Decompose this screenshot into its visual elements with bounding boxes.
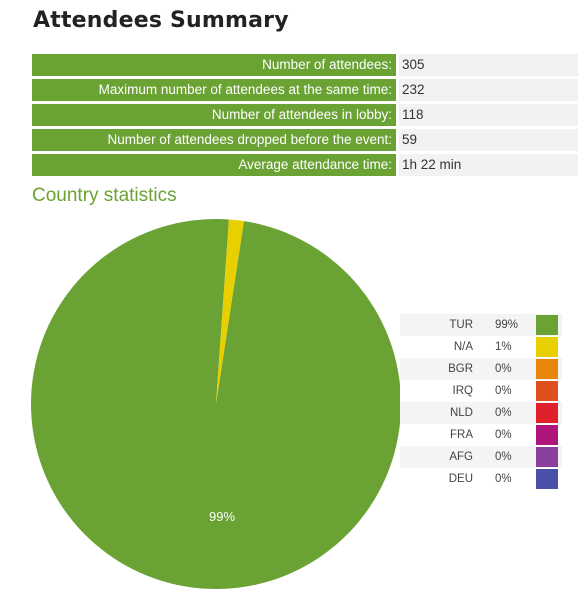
- legend-country-code: IRQ: [452, 385, 473, 397]
- legend-percent: 1%: [495, 341, 512, 353]
- summary-label: Maximum number of attendees at the same …: [32, 79, 396, 101]
- summary-label: Number of attendees dropped before the e…: [32, 129, 396, 151]
- pie-slice-label: 99%: [209, 509, 235, 524]
- country-pie-chart: 99%: [31, 219, 400, 589]
- legend-swatch: [536, 359, 558, 379]
- legend-item: DEU 0%: [400, 468, 562, 490]
- legend-item: BGR 0%: [400, 358, 562, 380]
- legend-swatch: [536, 469, 558, 489]
- pie-slice-tur: [31, 219, 400, 589]
- legend-swatch: [536, 315, 558, 335]
- page-title: Attendees Summary: [33, 8, 289, 33]
- chart-legend: TUR 99% N/A 1% BGR 0% IRQ 0% NLD 0% FRA 0% AFG 0% DEU 0…: [400, 314, 562, 490]
- legend-swatch: [536, 337, 558, 357]
- legend-country-code: DEU: [448, 473, 473, 485]
- summary-row: Number of attendees in lobby: 118: [32, 104, 578, 126]
- summary-value: 59: [399, 129, 578, 151]
- legend-item: NLD 0%: [400, 402, 562, 424]
- summary-row: Average attendance time: 1h 22 min: [32, 154, 578, 176]
- section-title: Country statistics: [32, 185, 177, 206]
- pie-slice-n-a: [216, 219, 244, 404]
- legend-swatch: [536, 425, 558, 445]
- summary-row: Number of attendees dropped before the e…: [32, 129, 578, 151]
- legend-item: TUR 99%: [400, 314, 562, 336]
- legend-percent: 0%: [495, 407, 512, 419]
- legend-country-code: FRA: [450, 429, 473, 441]
- legend-percent: 0%: [495, 451, 512, 463]
- legend-item: AFG 0%: [400, 446, 562, 468]
- legend-percent: 0%: [495, 429, 512, 441]
- summary-value: 232: [399, 79, 578, 101]
- legend-percent: 0%: [495, 385, 512, 397]
- summary-value: 118: [399, 104, 578, 126]
- legend-percent: 99%: [495, 319, 519, 331]
- summary-value: 305: [399, 54, 578, 76]
- legend-country-code: N/A: [453, 341, 473, 353]
- summary-value: 1h 22 min: [399, 154, 578, 176]
- legend-item: FRA 0%: [400, 424, 562, 446]
- legend-item: N/A 1%: [400, 336, 562, 358]
- legend-item: IRQ 0%: [400, 380, 562, 402]
- legend-country-code: AFG: [449, 451, 473, 463]
- legend-swatch: [536, 381, 558, 401]
- legend-swatch: [536, 447, 558, 467]
- summary-label: Number of attendees:: [32, 54, 396, 76]
- legend-percent: 0%: [495, 363, 512, 375]
- summary-label: Average attendance time:: [32, 154, 396, 176]
- attendees-summary-table: Number of attendees: 305 Maximum number …: [32, 54, 578, 179]
- legend-swatch: [536, 403, 558, 423]
- summary-label: Number of attendees in lobby:: [32, 104, 396, 126]
- legend-percent: 0%: [495, 473, 512, 485]
- legend-country-code: TUR: [449, 319, 473, 331]
- summary-row: Maximum number of attendees at the same …: [32, 79, 578, 101]
- summary-row: Number of attendees: 305: [32, 54, 578, 76]
- legend-country-code: BGR: [448, 363, 473, 375]
- legend-country-code: NLD: [449, 407, 473, 419]
